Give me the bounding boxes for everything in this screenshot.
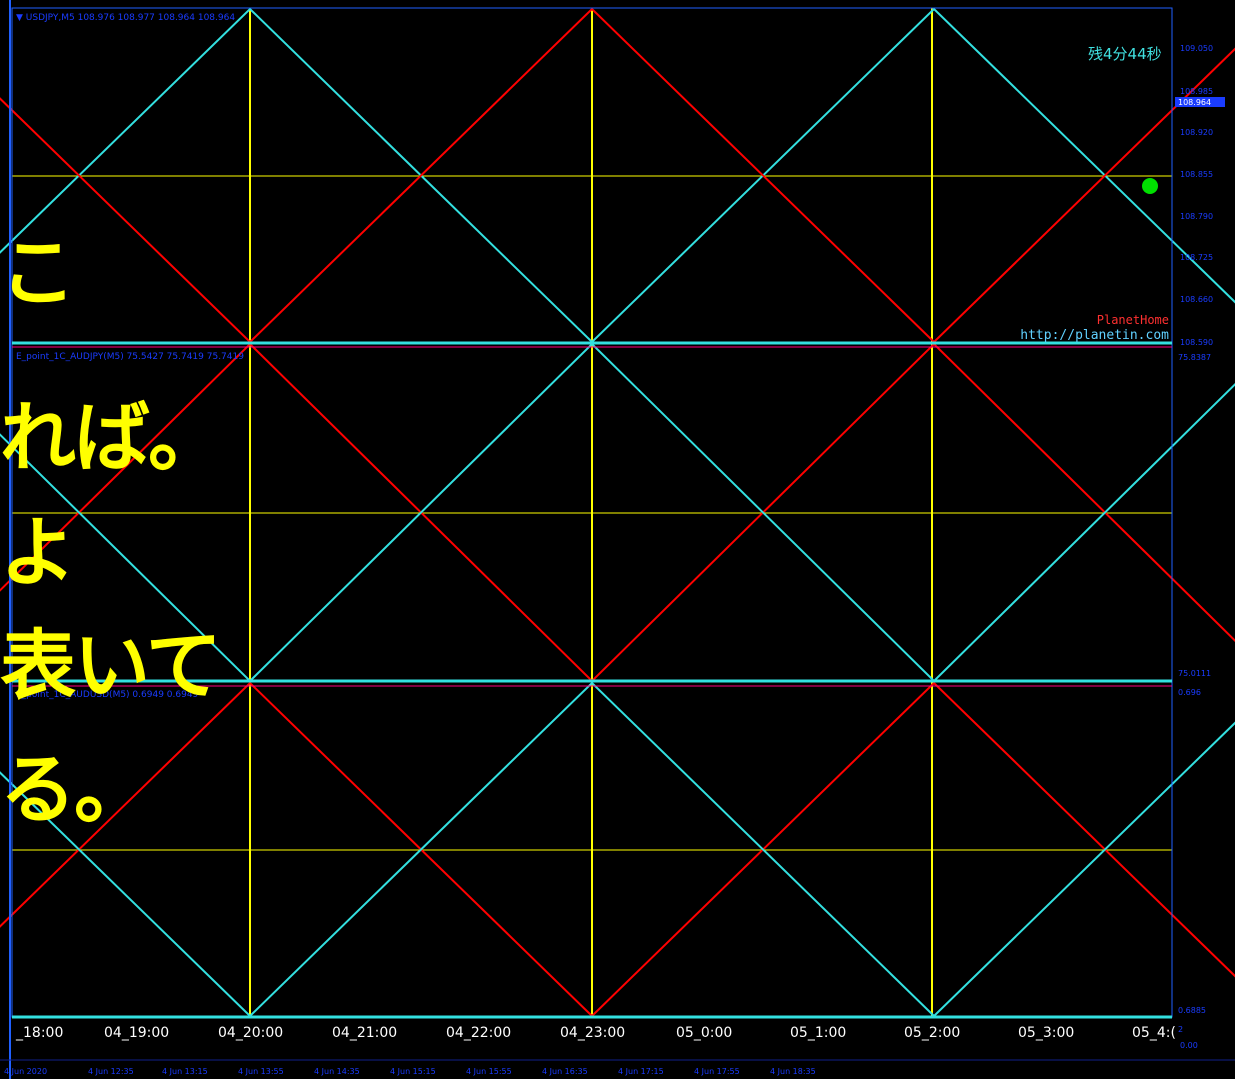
date-label: 4 Jun 18:35	[770, 1067, 816, 1076]
date-label: 4 Jun 16:35	[542, 1067, 588, 1076]
watermark-url: http://planetin.com	[1020, 328, 1169, 343]
panel-title: E_point_1C_AUDUSD(M5) 0.6949 0.6949	[16, 690, 199, 700]
panel-title: ▼ USDJPY,M5 108.976 108.977 108.964 108.…	[16, 13, 235, 23]
x-axis-label: 05_4:(	[1132, 1025, 1176, 1041]
date-label: 4 Jun 13:15	[162, 1067, 208, 1076]
date-label: 4 Jun 15:55	[466, 1067, 512, 1076]
date-label: 4 Jun 15:15	[390, 1067, 436, 1076]
date-label: 4 Jun 12:35	[88, 1067, 134, 1076]
panel-borders-layer	[9, 0, 1173, 1079]
overlay-text-line-1: こ	[0, 228, 76, 317]
red-wave-line	[0, 7, 1235, 344]
x-axis-label: _18:00	[15, 1025, 63, 1041]
x-axis-label: 04_20:00	[218, 1025, 283, 1041]
price-scale-label: 75.0111	[1178, 669, 1211, 678]
price-scale-label: 108.660	[1180, 295, 1213, 304]
x-axis-label: 04_19:00	[104, 1025, 169, 1041]
overlay-text-line-4: 表いて	[0, 621, 222, 710]
bottom-scale-label: 0.00	[1180, 1041, 1198, 1050]
overlay-text-line-5: る。	[0, 745, 150, 834]
watermark-name: PlanetHome	[1097, 313, 1169, 327]
price-scale-label: 109.050	[1180, 44, 1213, 53]
signal-marker-dot	[1142, 178, 1158, 194]
price-scale-label: 75.8387	[1178, 353, 1211, 362]
price-scale-label: 0.696	[1178, 688, 1201, 697]
x-axis-label: 05_1:00	[790, 1025, 846, 1041]
x-axis-label: 05_2:00	[904, 1025, 960, 1041]
date-label: 4 Jun 2020	[4, 1067, 47, 1076]
bottom-scale-label: 2	[1178, 1025, 1183, 1034]
price-scale-label: 108.985	[1180, 87, 1213, 96]
price-scale-label: 108.590	[1180, 338, 1213, 347]
x-axis-label: 04_23:00	[560, 1025, 625, 1041]
price-scale-label: 108.790	[1180, 212, 1213, 221]
cyan-wave-line	[0, 681, 1235, 1018]
price-scale-label: 108.725	[1180, 253, 1213, 262]
overlay-text-line-3: よ	[0, 508, 76, 597]
date-label: 4 Jun 14:35	[314, 1067, 360, 1076]
grid-layer	[12, 8, 1172, 1017]
price-scale-label: 0.6885	[1178, 1006, 1206, 1015]
date-label: 4 Jun 17:15	[618, 1067, 664, 1076]
current-price-box	[1175, 97, 1225, 107]
current-price-label: 108.964	[1178, 98, 1211, 107]
timer-label: 残4分44秒	[1088, 45, 1162, 63]
date-label: 4 Jun 13:55	[238, 1067, 284, 1076]
x-axis-label: 05_0:00	[676, 1025, 732, 1041]
price-scale-label: 108.855	[1180, 170, 1213, 179]
x-axis-label: 05_3:00	[1018, 1025, 1074, 1041]
labels-layer: ▼ USDJPY,M5 108.976 108.977 108.964 108.…	[0, 13, 1235, 1076]
panel-title: E_point_1C_AUDJPY(M5) 75.5427 75.7419 75…	[16, 352, 244, 362]
overlay-text-line-2: れば。	[0, 393, 224, 482]
date-label: 4 Jun 17:55	[694, 1067, 740, 1076]
price-scale-label: 108.920	[1180, 128, 1213, 137]
x-axis-label: 04_21:00	[332, 1025, 397, 1041]
x-axis-label: 04_22:00	[446, 1025, 511, 1041]
